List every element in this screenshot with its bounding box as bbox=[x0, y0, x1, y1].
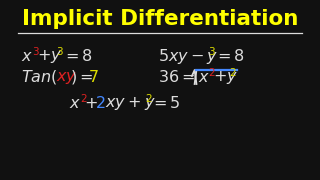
Text: $2$: $2$ bbox=[95, 94, 106, 111]
Text: $2$: $2$ bbox=[208, 66, 216, 78]
Text: $+y$: $+y$ bbox=[37, 48, 62, 64]
Text: $2$: $2$ bbox=[229, 66, 237, 78]
Text: $x$: $x$ bbox=[69, 94, 81, 111]
Text: $2$: $2$ bbox=[80, 92, 87, 104]
Text: $= 5$: $= 5$ bbox=[150, 94, 180, 111]
Text: $7$: $7$ bbox=[88, 69, 99, 86]
Text: Implicit Differentiation: Implicit Differentiation bbox=[22, 9, 298, 29]
Text: $+$: $+$ bbox=[84, 94, 98, 111]
Text: $xy$: $xy$ bbox=[56, 69, 78, 86]
Text: $36 =$: $36 =$ bbox=[158, 69, 196, 86]
Text: $x$: $x$ bbox=[198, 69, 210, 86]
Text: $)=$: $)=$ bbox=[70, 68, 93, 86]
Text: $Tan($: $Tan($ bbox=[21, 68, 58, 86]
Text: $+y$: $+y$ bbox=[213, 69, 238, 86]
Text: $3$: $3$ bbox=[208, 45, 216, 57]
Text: $x$: $x$ bbox=[21, 48, 34, 64]
Text: $= 8$: $= 8$ bbox=[214, 48, 244, 64]
Text: $2$: $2$ bbox=[145, 92, 153, 104]
Text: $3$: $3$ bbox=[56, 45, 64, 57]
Text: $xy+y$: $xy+y$ bbox=[105, 94, 156, 111]
Text: $= 8$: $= 8$ bbox=[61, 48, 92, 64]
Text: $3$: $3$ bbox=[32, 45, 40, 57]
Text: $5xy-y$: $5xy-y$ bbox=[158, 46, 219, 66]
